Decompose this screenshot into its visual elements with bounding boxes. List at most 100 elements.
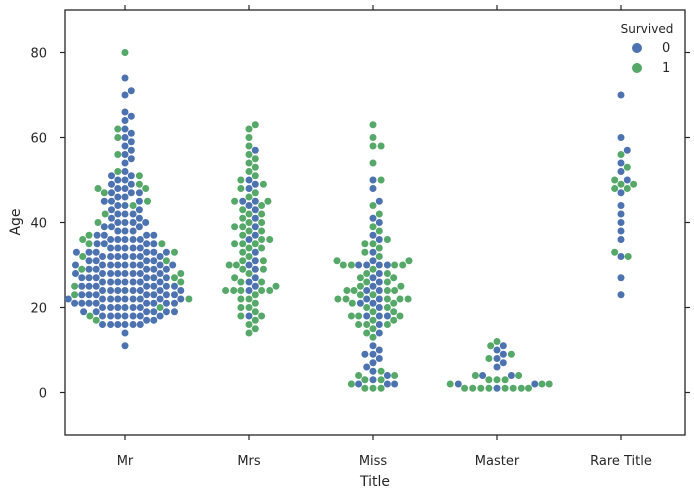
- point-survived-0: [375, 270, 383, 277]
- point-survived-1: [363, 329, 371, 337]
- point-survived-1: [538, 380, 546, 388]
- point-survived-0: [121, 270, 129, 277]
- point-survived-1: [245, 219, 253, 226]
- point-survived-0: [100, 240, 108, 248]
- point-survived-1: [251, 325, 259, 333]
- point-survived-0: [107, 253, 115, 260]
- point-survived-0: [493, 355, 501, 362]
- point-survived-0: [369, 185, 377, 192]
- point-survived-0: [245, 202, 253, 209]
- point-survived-1: [245, 244, 253, 252]
- point-survived-1: [624, 253, 632, 260]
- point-survived-1: [239, 206, 247, 214]
- point-survived-0: [93, 231, 101, 239]
- point-survived-0: [107, 295, 115, 303]
- point-survived-1: [390, 299, 398, 307]
- point-survived-0: [499, 342, 507, 350]
- point-survived-1: [347, 380, 355, 388]
- point-survived-1: [239, 214, 247, 222]
- point-survived-0: [251, 282, 259, 290]
- point-survived-0: [162, 308, 170, 316]
- point-survived-0: [245, 261, 253, 269]
- point-survived-0: [100, 231, 108, 239]
- point-survived-0: [369, 342, 377, 350]
- point-survived-0: [375, 346, 383, 354]
- point-survived-1: [245, 142, 253, 150]
- point-survived-1: [446, 380, 454, 388]
- point-survived-0: [136, 278, 144, 286]
- point-survived-1: [239, 231, 247, 239]
- point-survived-1: [245, 329, 253, 337]
- point-survived-0: [617, 168, 625, 175]
- point-survived-0: [92, 282, 100, 290]
- point-survived-0: [251, 223, 259, 231]
- point-survived-0: [99, 312, 106, 320]
- point-survived-1: [369, 142, 377, 150]
- point-survived-1: [142, 185, 150, 192]
- point-survived-1: [350, 287, 358, 294]
- point-survived-0: [78, 291, 86, 299]
- point-survived-1: [259, 265, 267, 273]
- point-survived-0: [375, 312, 383, 320]
- point-survived-1: [390, 308, 398, 316]
- legend-label-0: 0: [662, 41, 670, 56]
- point-survived-1: [258, 227, 266, 235]
- point-survived-1: [501, 376, 509, 384]
- point-survived-1: [487, 342, 495, 350]
- point-survived-0: [135, 197, 143, 205]
- point-survived-0: [107, 270, 115, 277]
- point-survived-0: [623, 176, 631, 184]
- point-survived-0: [85, 248, 93, 256]
- point-survived-1: [239, 248, 247, 256]
- point-survived-0: [127, 129, 135, 137]
- point-survived-0: [375, 321, 383, 328]
- point-survived-0: [171, 308, 178, 316]
- point-survived-0: [121, 219, 129, 226]
- point-survived-0: [251, 248, 259, 256]
- point-survived-1: [404, 295, 412, 303]
- point-survived-0: [156, 270, 164, 277]
- point-survived-0: [114, 219, 122, 226]
- point-survived-0: [80, 308, 88, 316]
- point-survived-0: [129, 321, 137, 328]
- x-tick-label: Master: [475, 454, 520, 469]
- point-survived-0: [617, 189, 625, 197]
- point-survived-0: [245, 287, 253, 294]
- point-survived-0: [169, 261, 177, 269]
- point-survived-1: [369, 134, 377, 141]
- point-survived-1: [477, 384, 485, 392]
- point-survived-0: [121, 236, 129, 243]
- point-survived-1: [356, 282, 364, 290]
- point-survived-1: [348, 299, 356, 307]
- point-survived-1: [71, 291, 79, 299]
- point-survived-0: [108, 172, 115, 180]
- point-survived-0: [129, 278, 137, 286]
- point-survived-0: [129, 270, 137, 277]
- point-survived-0: [617, 227, 625, 235]
- point-survived-1: [239, 223, 247, 231]
- point-survived-1: [347, 312, 355, 320]
- point-survived-1: [79, 253, 87, 260]
- point-survived-0: [251, 231, 259, 239]
- point-survived-0: [375, 261, 383, 269]
- y-tick-label: 0: [39, 387, 47, 402]
- point-survived-1: [156, 304, 164, 311]
- point-survived-0: [108, 189, 115, 197]
- point-survived-1: [369, 316, 377, 324]
- point-survived-0: [114, 236, 122, 243]
- point-survived-1: [485, 384, 493, 392]
- point-survived-1: [135, 180, 143, 188]
- legend-marker-0: [632, 43, 642, 53]
- point-survived-1: [611, 176, 619, 184]
- point-survived-0: [369, 231, 377, 239]
- point-survived-0: [493, 384, 501, 392]
- point-survived-1: [356, 274, 364, 282]
- point-survived-0: [162, 265, 170, 273]
- point-survived-0: [121, 74, 129, 82]
- point-survived-0: [114, 287, 122, 294]
- point-survived-1: [545, 380, 553, 388]
- point-survived-0: [375, 278, 383, 286]
- point-survived-0: [129, 253, 137, 260]
- point-survived-0: [369, 299, 377, 307]
- point-survived-0: [121, 312, 129, 320]
